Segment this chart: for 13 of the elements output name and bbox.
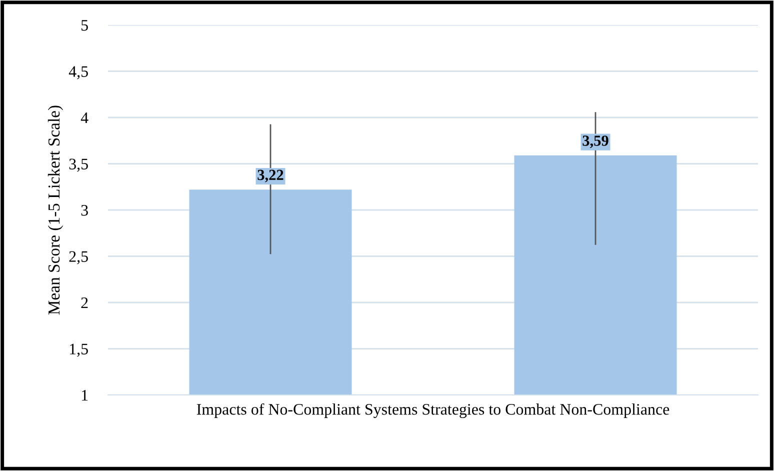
y-axis-title: Mean Score (1-5 Lickert Scale): [48, 106, 64, 315]
y-tick-label: 4: [80, 112, 88, 124]
x-tick-label: Impacts of No-Compliant Systems Strategies to Combat Non-Compliance: [196, 403, 670, 418]
y-tick-label: 2: [81, 297, 88, 308]
y-tick-label: 3,5: [69, 158, 88, 172]
data-label: 3,59: [582, 136, 608, 148]
data-label: 3,22: [258, 170, 284, 182]
y-tick-label: 2,5: [69, 251, 88, 264]
y-tick-label: 3: [81, 204, 88, 216]
y-tick-label: 1,5: [70, 344, 88, 357]
y-tick-label: 5: [82, 20, 88, 31]
y-tick-label: 1: [82, 390, 88, 401]
y-tick-label: 4,5: [68, 66, 88, 80]
